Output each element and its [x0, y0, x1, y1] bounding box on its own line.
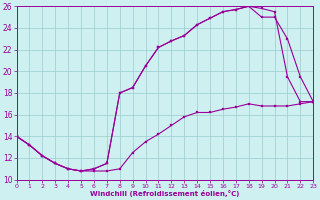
- X-axis label: Windchill (Refroidissement éolien,°C): Windchill (Refroidissement éolien,°C): [90, 190, 240, 197]
